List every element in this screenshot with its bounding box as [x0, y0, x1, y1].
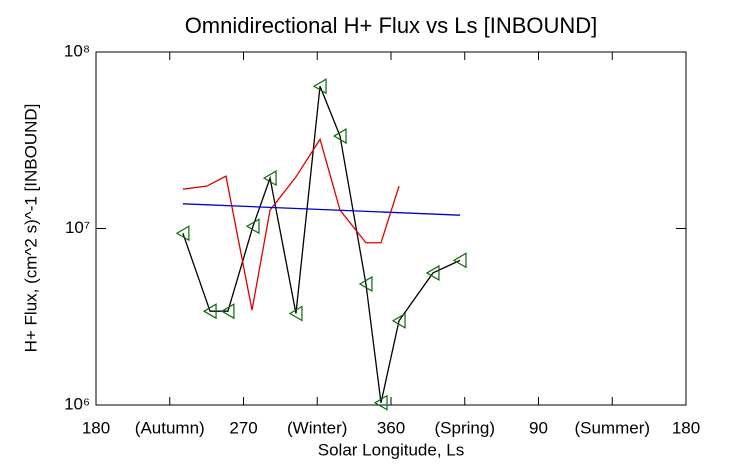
marker: [175, 225, 190, 242]
marker: [452, 252, 467, 269]
marker: [332, 128, 347, 145]
x-axis-label: Solar Longitude, Ls: [318, 440, 465, 459]
x-tick-label: 180: [672, 418, 700, 437]
x-tick-label: 180: [82, 418, 110, 437]
x-tick-label: 270: [229, 418, 257, 437]
x-tick-label: 360: [377, 418, 405, 437]
marker: [262, 170, 277, 187]
series-line: [182, 203, 461, 216]
x-tick-label: 90: [529, 418, 548, 437]
marker: [202, 303, 217, 320]
y-tick-label: 10⁸: [64, 41, 90, 60]
marker: [288, 305, 303, 322]
x-tick-label: (Winter): [287, 418, 347, 437]
x-tick-label: (Summer): [574, 418, 650, 437]
y-tick-label: 10⁶: [64, 394, 90, 413]
y-tick-label: 10⁷: [65, 218, 90, 237]
x-tick-label: (Spring): [435, 418, 495, 437]
series-line: [182, 85, 461, 403]
marker: [425, 264, 440, 281]
marker: [373, 394, 388, 411]
marker: [245, 218, 260, 235]
chart-title: Omnidirectional H+ Flux vs Ls [INBOUND]: [185, 13, 598, 38]
series-line: [182, 137, 400, 311]
marker: [220, 303, 235, 320]
marker: [358, 275, 373, 293]
x-tick-label: (Autumn): [135, 418, 205, 437]
y-axis-label: H+ Flux, (cm^2 s)^-1 [INBOUND]: [21, 104, 40, 353]
marker: [312, 78, 327, 95]
marker: [391, 312, 406, 329]
